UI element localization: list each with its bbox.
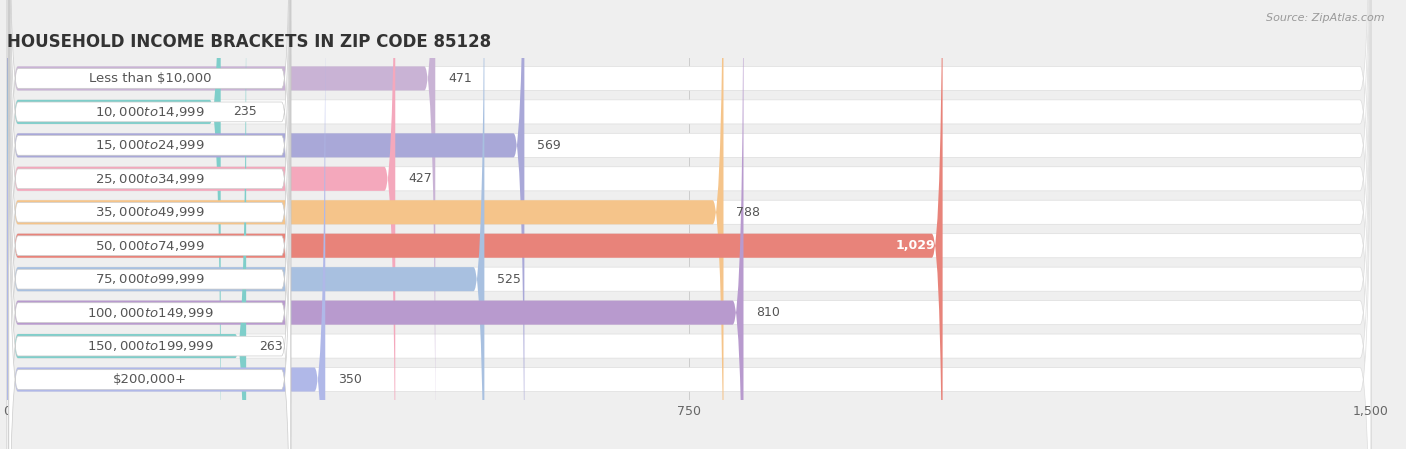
FancyBboxPatch shape <box>7 0 724 449</box>
Text: 1,029: 1,029 <box>896 239 935 252</box>
Text: $150,000 to $199,999: $150,000 to $199,999 <box>87 339 214 353</box>
Text: $200,000+: $200,000+ <box>112 373 187 386</box>
FancyBboxPatch shape <box>8 0 291 449</box>
FancyBboxPatch shape <box>7 0 1371 449</box>
FancyBboxPatch shape <box>7 0 1371 449</box>
Text: 427: 427 <box>408 172 432 185</box>
Text: HOUSEHOLD INCOME BRACKETS IN ZIP CODE 85128: HOUSEHOLD INCOME BRACKETS IN ZIP CODE 85… <box>7 33 491 51</box>
FancyBboxPatch shape <box>8 0 291 449</box>
Text: 235: 235 <box>233 106 257 119</box>
FancyBboxPatch shape <box>7 0 325 449</box>
Text: 810: 810 <box>756 306 780 319</box>
FancyBboxPatch shape <box>8 0 291 449</box>
FancyBboxPatch shape <box>7 0 1371 449</box>
Text: $25,000 to $34,999: $25,000 to $34,999 <box>96 172 205 186</box>
Text: $10,000 to $14,999: $10,000 to $14,999 <box>96 105 205 119</box>
FancyBboxPatch shape <box>7 0 524 449</box>
FancyBboxPatch shape <box>8 0 291 449</box>
Text: 471: 471 <box>449 72 472 85</box>
Text: 788: 788 <box>737 206 761 219</box>
FancyBboxPatch shape <box>7 0 484 449</box>
FancyBboxPatch shape <box>8 0 291 436</box>
FancyBboxPatch shape <box>7 0 1371 449</box>
FancyBboxPatch shape <box>8 0 291 403</box>
Text: 525: 525 <box>498 273 522 286</box>
FancyBboxPatch shape <box>7 0 246 449</box>
FancyBboxPatch shape <box>7 0 942 449</box>
Text: $50,000 to $74,999: $50,000 to $74,999 <box>96 239 205 253</box>
Text: Source: ZipAtlas.com: Source: ZipAtlas.com <box>1267 13 1385 23</box>
Text: Less than $10,000: Less than $10,000 <box>89 72 211 85</box>
FancyBboxPatch shape <box>7 0 221 449</box>
Text: $75,000 to $99,999: $75,000 to $99,999 <box>96 272 205 286</box>
FancyBboxPatch shape <box>7 0 436 449</box>
FancyBboxPatch shape <box>7 0 1371 449</box>
FancyBboxPatch shape <box>7 0 1371 449</box>
FancyBboxPatch shape <box>7 0 1371 449</box>
FancyBboxPatch shape <box>7 0 1371 449</box>
FancyBboxPatch shape <box>8 0 291 449</box>
Text: $100,000 to $149,999: $100,000 to $149,999 <box>87 306 214 320</box>
Text: $35,000 to $49,999: $35,000 to $49,999 <box>96 205 205 219</box>
Text: 350: 350 <box>337 373 361 386</box>
Text: 569: 569 <box>537 139 561 152</box>
FancyBboxPatch shape <box>7 0 1371 449</box>
FancyBboxPatch shape <box>7 0 395 449</box>
FancyBboxPatch shape <box>8 22 291 449</box>
FancyBboxPatch shape <box>7 0 1371 449</box>
FancyBboxPatch shape <box>7 0 744 449</box>
Text: $15,000 to $24,999: $15,000 to $24,999 <box>96 138 205 152</box>
Text: 263: 263 <box>259 339 283 352</box>
FancyBboxPatch shape <box>8 0 291 449</box>
FancyBboxPatch shape <box>8 55 291 449</box>
